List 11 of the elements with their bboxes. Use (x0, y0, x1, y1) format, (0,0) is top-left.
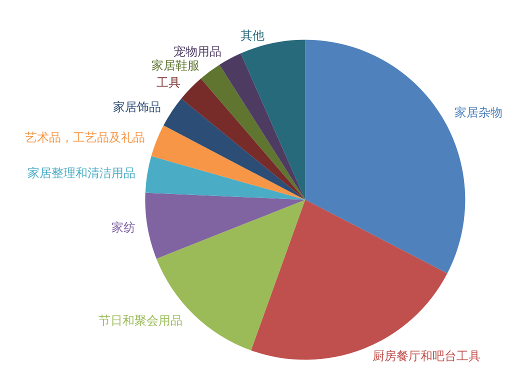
slice-label: 厨房餐厅和吧台工具 (372, 349, 481, 364)
slice-label: 节日和聚会用品 (98, 313, 182, 328)
slice-label: 艺术品，工艺品及礼品 (25, 130, 146, 144)
slice-label: 其他 (240, 28, 265, 42)
slice-label: 家居整理和清洁用品 (27, 166, 136, 180)
slice-label: 工具 (156, 76, 181, 90)
slice-label: 宠物用品 (173, 44, 222, 59)
slice-label: 家居鞋服 (152, 58, 200, 73)
slice-label: 家纺 (111, 220, 136, 235)
slice-label: 家居饰品 (112, 100, 161, 114)
slice-label: 家居杂物 (454, 105, 503, 120)
